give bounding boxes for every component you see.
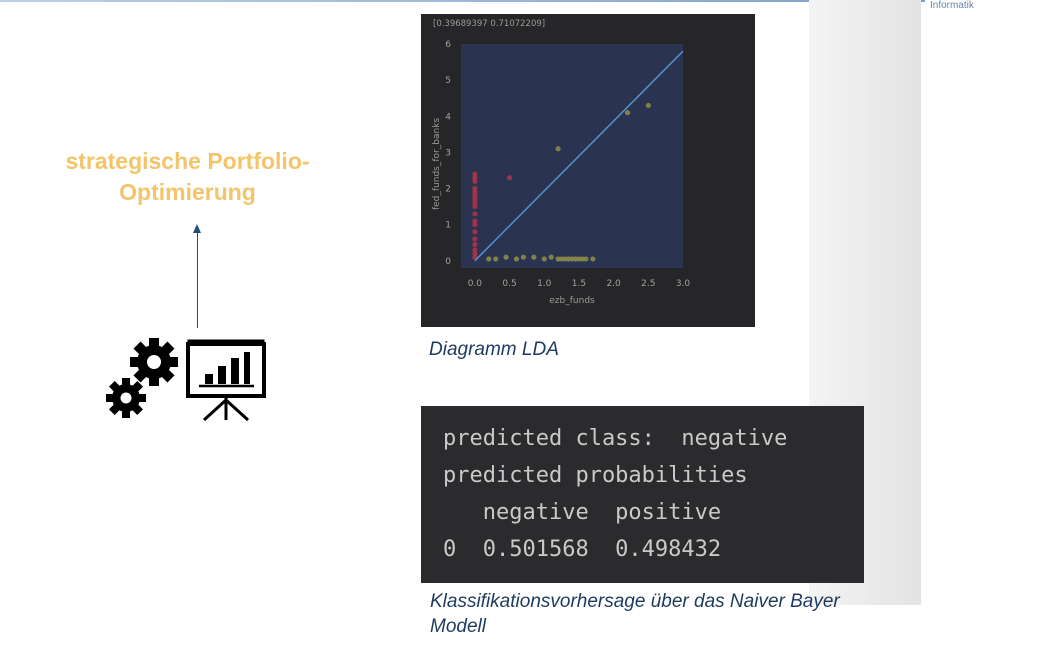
y-tick-label: 0 xyxy=(445,257,451,267)
red-point xyxy=(472,175,478,181)
red-point xyxy=(472,241,478,248)
yellow-point xyxy=(486,256,492,262)
top-rule xyxy=(0,0,925,2)
y-tick-label: 2 xyxy=(445,185,451,195)
output-line: predicted class: negative xyxy=(443,426,788,451)
red-point xyxy=(472,250,478,257)
output-line: predicted probabilities xyxy=(443,463,748,488)
y-tick-label: 5 xyxy=(445,76,451,86)
presentation-board-icon xyxy=(186,339,266,422)
slide-title: strategische Portfolio-Optimierung xyxy=(65,148,310,205)
y-tick-label: 3 xyxy=(445,148,451,158)
plot-area xyxy=(461,44,683,268)
red-point xyxy=(472,200,478,206)
yellow-point xyxy=(555,146,561,152)
y-tick-label: 4 xyxy=(445,112,451,122)
yellow-point xyxy=(520,254,527,260)
yellow-point xyxy=(531,254,537,260)
x-tick-label: 1.0 xyxy=(537,279,552,289)
decision-line xyxy=(474,50,684,262)
lda-header-text: [0.39689397 0.71072209] xyxy=(433,19,545,29)
yellow-point xyxy=(541,256,547,262)
arrow-up-icon xyxy=(193,224,201,233)
red-point xyxy=(472,247,478,253)
gears-presentation-icon xyxy=(104,330,274,425)
output-line: 0 0.501568 0.498432 xyxy=(443,537,722,562)
red-point xyxy=(472,185,478,192)
lda-caption: Diagramm LDA xyxy=(429,339,559,360)
red-point xyxy=(472,171,478,177)
red-point xyxy=(472,193,478,199)
red-point xyxy=(472,211,478,217)
red-point xyxy=(472,178,478,184)
x-tick-label: 2.5 xyxy=(641,279,655,289)
lda-chart: [0.39689397 0.71072209] 0.0 0.5 1.0 1.5 2.0 2… xyxy=(421,14,755,327)
red-point xyxy=(472,189,478,195)
red-point xyxy=(472,222,478,228)
y-axis-label: fed_funds_for_banks xyxy=(432,118,442,210)
yellow-point xyxy=(590,256,596,262)
red-point xyxy=(472,218,478,224)
red-point xyxy=(472,236,478,242)
yellow-point xyxy=(624,110,631,116)
yellow-point xyxy=(645,102,651,109)
gear-icon xyxy=(130,338,178,386)
y-tick-label: 6 xyxy=(445,40,451,50)
yellow-point xyxy=(513,256,520,262)
y-tick-label: 1 xyxy=(445,221,451,231)
red-point xyxy=(506,175,513,181)
arrow-line xyxy=(197,232,198,328)
classification-output: predicted class: negative predicted prob… xyxy=(421,406,864,583)
red-point xyxy=(472,203,478,210)
classification-caption: Klassifikationsvorhersage über das Naive… xyxy=(430,591,840,637)
bar-chart-icon xyxy=(205,352,250,384)
brand-label: Informatik xyxy=(930,0,974,11)
x-tick-label: 2.0 xyxy=(606,279,621,289)
yellow-point xyxy=(503,254,509,260)
x-tick-label: 0.5 xyxy=(502,279,516,289)
red-point xyxy=(472,229,478,235)
x-tick-label: 1.5 xyxy=(572,279,586,289)
x-tick-label: 0.0 xyxy=(468,279,483,289)
red-point xyxy=(472,196,478,202)
gear-small-icon xyxy=(106,378,146,418)
yellow-point xyxy=(583,256,589,262)
x-axis-label: ezb_funds xyxy=(549,296,595,306)
yellow-point xyxy=(548,254,554,260)
output-line: negative positive xyxy=(443,500,722,525)
lda-chart-svg: [0.39689397 0.71072209] 0.0 0.5 1.0 1.5 2.0 2… xyxy=(421,14,755,327)
yellow-point xyxy=(493,256,499,262)
x-tick-label: 3.0 xyxy=(676,279,691,289)
